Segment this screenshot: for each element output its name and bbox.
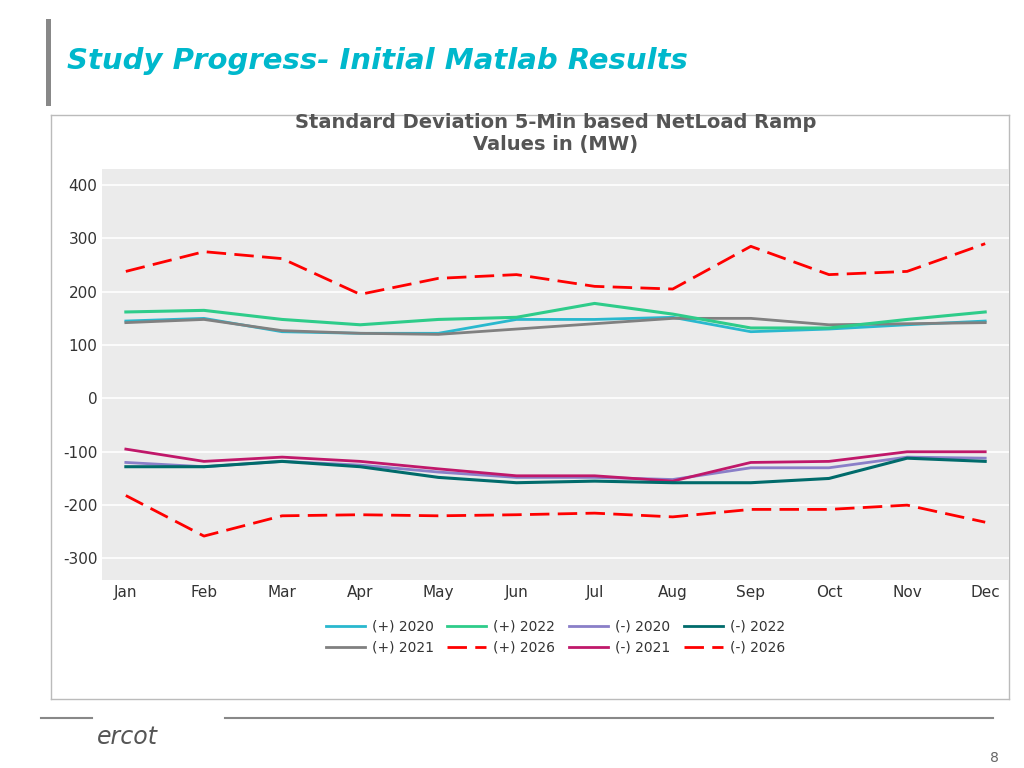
Text: 8: 8 xyxy=(989,750,998,765)
FancyBboxPatch shape xyxy=(46,18,51,107)
Legend: (+) 2020, (+) 2021, (+) 2022, (+) 2026, (-) 2020, (-) 2021, (-) 2022, (-) 2026: (+) 2020, (+) 2021, (+) 2022, (+) 2026, … xyxy=(321,614,791,660)
Text: ercot: ercot xyxy=(97,725,159,749)
Title: Standard Deviation 5-Min based NetLoad Ramp
Values in (MW): Standard Deviation 5-Min based NetLoad R… xyxy=(295,113,816,154)
Text: Study Progress- Initial Matlab Results: Study Progress- Initial Matlab Results xyxy=(67,48,687,75)
